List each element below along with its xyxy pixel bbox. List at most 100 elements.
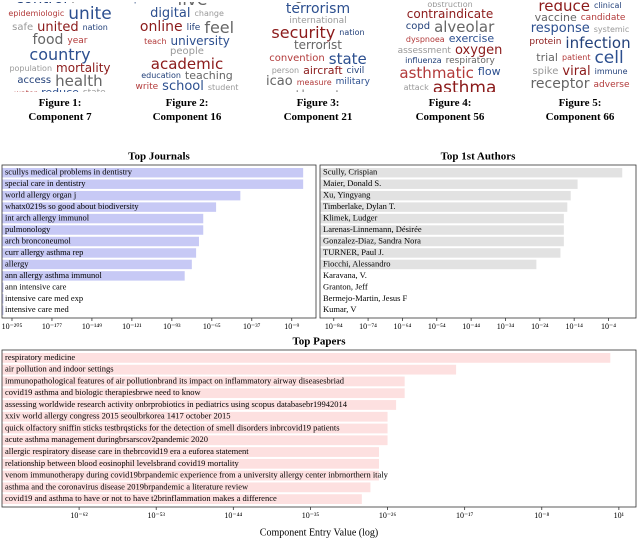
cloud-word: write xyxy=(135,82,159,92)
bar xyxy=(320,202,568,212)
cloud-word: adverse xyxy=(593,79,630,90)
bar xyxy=(2,236,199,247)
bar xyxy=(2,435,388,446)
cloud-word: person xyxy=(271,66,300,76)
bar xyxy=(2,458,379,469)
bar xyxy=(2,388,405,399)
x-tick-label: 10⁻¹²¹ xyxy=(122,322,142,331)
x-tick-label: 10¹ xyxy=(614,511,625,520)
cloud-word: state xyxy=(328,49,367,68)
figure-label: Figure 4: xyxy=(428,97,472,109)
component-label: Component 7 xyxy=(28,111,92,123)
cloud-word: digital xyxy=(150,6,191,22)
bar-label: ann intensive care xyxy=(5,281,67,291)
bar-label: Maier, Donald S. xyxy=(323,178,381,188)
cloud-word: school xyxy=(162,79,204,92)
bar-label: covid19 asthma and biologic therapiesbrw… xyxy=(5,387,202,397)
bar-label: special care in dentistry xyxy=(5,178,86,188)
cloud-word: unite xyxy=(68,3,112,24)
chart-title: Top 1st Authors xyxy=(441,151,517,163)
bar xyxy=(2,411,388,422)
plot-frame xyxy=(1,164,317,319)
bar xyxy=(2,168,304,178)
cloud-word: social xyxy=(211,2,240,5)
bar-label: Gonzalez-Diaz, Sandra Nora xyxy=(323,235,421,245)
cloud-word: asthma xyxy=(432,77,497,92)
cloud-word: response xyxy=(530,21,590,37)
cloud-word: alveolar xyxy=(434,17,495,36)
cloud-word: terrorism xyxy=(285,2,351,18)
bar-label: Granton, Jeff xyxy=(323,281,368,291)
x-axis-label: Component Entry Value (log) xyxy=(260,527,378,538)
cloud-word: cell xyxy=(594,47,624,68)
bar-label: covid19 and asthma to have or not to hav… xyxy=(5,493,277,503)
bar-label: whatx0219s so good about biodiversity xyxy=(5,201,139,211)
figure-caption: Figure 3: Component 21 xyxy=(263,96,373,124)
cloud-word: receptor xyxy=(530,76,590,92)
bar-label: respiratory medicine xyxy=(5,352,75,362)
cloud-word: respiratory xyxy=(445,55,495,66)
figure-caption: Figure 5: Component 66 xyxy=(525,96,635,124)
bar xyxy=(320,168,623,178)
x-tick-label: 10⁻⁷⁴ xyxy=(359,322,377,331)
cloud-word: attack xyxy=(403,83,429,92)
x-tick-label: 10⁻³⁷ xyxy=(243,322,261,331)
cloud-word: population xyxy=(9,63,53,73)
x-tick-label: 10⁻¹⁴⁹ xyxy=(82,322,102,331)
cloud-word: change xyxy=(194,9,224,19)
bar xyxy=(2,282,4,293)
figure-caption: Figure 1: Component 7 xyxy=(5,96,115,124)
bar xyxy=(2,202,217,212)
chart-title: Top Papers xyxy=(292,336,346,348)
x-tick-label: 10⁻⁹³ xyxy=(163,322,181,331)
bar xyxy=(320,179,578,189)
cloud-word: exercise xyxy=(448,32,495,46)
bar xyxy=(2,353,611,363)
bar-label: Klimek, Ludger xyxy=(323,213,377,223)
cloud-word: immune xyxy=(594,67,628,77)
cloud-word: water xyxy=(14,89,37,92)
bar-label: Xu, Yingyang xyxy=(323,190,371,200)
x-tick-label: 10⁻¹⁷⁷ xyxy=(42,322,62,331)
cloud-word: dyspnoea xyxy=(405,34,445,44)
cloud-word: convention xyxy=(269,53,325,65)
cloud-word: student xyxy=(207,82,239,92)
bar xyxy=(2,305,4,315)
figure-label: Figure 2: xyxy=(165,97,209,109)
bar xyxy=(2,190,241,201)
bar-label: acute asthma management duringbrsarscov2… xyxy=(5,434,208,444)
bar-label: air pollution and indoor settings xyxy=(5,364,114,374)
cloud-word: aircraft xyxy=(303,64,343,77)
x-tick-label: 10⁻⁴⁴ xyxy=(462,322,480,331)
cloud-word: threat xyxy=(295,88,341,92)
bar-label: world allergy organ j xyxy=(5,190,76,200)
cloud-word: systemic xyxy=(593,24,630,34)
cloud-word: patient xyxy=(561,53,591,63)
word-cloud: tuberculosiscontrolpublicepidemiologicun… xyxy=(5,2,115,92)
bar-label: int arch allergy immunol xyxy=(5,213,90,223)
x-tick-label: 10⁻⁶⁵ xyxy=(203,322,221,331)
bar xyxy=(2,225,204,235)
cloud-word: military xyxy=(335,77,370,88)
bar-label: pulmonology xyxy=(5,224,51,234)
component-label: Component 16 xyxy=(152,111,222,123)
bar-label: curr allergy asthma rep xyxy=(5,247,83,257)
cloud-word: teach xyxy=(144,36,167,46)
cloud-word: year xyxy=(67,35,88,46)
component-label: Component 56 xyxy=(415,111,485,123)
bar xyxy=(2,271,185,281)
bar-label: allergic respiratory disease care in the… xyxy=(5,446,249,456)
cloud-word: people xyxy=(170,46,204,57)
cloud-word: obstruction xyxy=(427,2,473,9)
cloud-word: state xyxy=(83,89,106,92)
bar-label: Larenas-Linnemann, Désirée xyxy=(323,224,422,234)
component-label: Component 66 xyxy=(545,111,615,123)
cloud-word: nation xyxy=(339,27,365,37)
cloud-word: oxygen xyxy=(454,42,503,58)
bar-label: Fiocchi, Alessandro xyxy=(323,258,391,268)
bar xyxy=(2,248,197,258)
cloud-word: food xyxy=(32,32,64,49)
x-tick-label: 10⁻⁸⁴ xyxy=(325,322,343,331)
bar xyxy=(2,447,379,457)
